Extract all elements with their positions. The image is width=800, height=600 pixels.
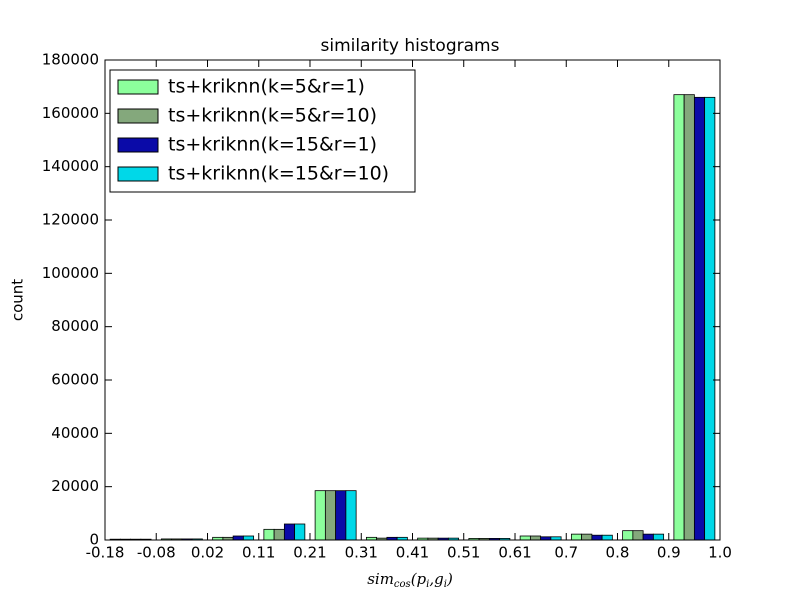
legend-label: ts+kriknn(k=15&r=1) (168, 134, 377, 156)
y-tick-label: 0 (89, 531, 99, 549)
legend-label: ts+kriknn(k=5&r=1) (168, 76, 365, 98)
chart-title: similarity histograms (321, 36, 500, 56)
bar (529, 535, 542, 541)
legend-label: ts+kriknn(k=5&r=10) (168, 105, 377, 127)
y-tick-label: 80000 (51, 317, 99, 335)
y-axis-label: count (9, 279, 27, 321)
bar (232, 535, 244, 541)
legend-label: ts+kriknn(k=15&r=10) (168, 163, 389, 185)
bar (632, 530, 644, 541)
bar (622, 530, 634, 541)
x-tick-label: 0.11 (242, 544, 275, 562)
bar (570, 533, 583, 541)
x-tick-label: 0.61 (498, 544, 531, 562)
x-tick-label: -0.18 (86, 544, 125, 562)
bar (242, 535, 255, 541)
y-tick-label: 180000 (42, 51, 99, 69)
y-tick-label: 40000 (51, 424, 99, 442)
bar (263, 528, 275, 541)
bar (519, 535, 531, 541)
bar (704, 96, 716, 541)
bar (324, 490, 337, 541)
bar (294, 523, 306, 541)
bar (601, 534, 613, 541)
x-tick-label: 0.21 (293, 544, 326, 562)
bar (273, 528, 285, 541)
bar (345, 490, 357, 541)
x-tick-label: 0.9 (657, 544, 681, 562)
y-tick-label: 160000 (42, 104, 99, 122)
x-tick-label: 0.51 (447, 544, 480, 562)
y-tick-label: 20000 (51, 477, 99, 495)
x-tick-label: 0.31 (345, 544, 378, 562)
bar (591, 534, 603, 541)
bar (652, 533, 665, 541)
legend-swatch (117, 108, 159, 124)
x-axis-label: simcos(pi,gi) (367, 570, 453, 590)
bar (314, 490, 326, 541)
legend-swatch (117, 79, 159, 95)
bar (683, 94, 695, 541)
y-tick-label: 60000 (51, 371, 99, 389)
x-tick-label: 1.0 (708, 544, 732, 562)
x-tick-label: 0.8 (606, 544, 630, 562)
bar (335, 490, 347, 541)
x-tick-label: -0.08 (137, 544, 176, 562)
bar (283, 523, 296, 541)
legend-box (109, 69, 416, 193)
legend-swatch (117, 166, 159, 182)
x-tick-label: 0.02 (191, 544, 224, 562)
legend-swatch (117, 137, 159, 153)
y-tick-label: 100000 (42, 264, 99, 282)
bar (642, 533, 654, 541)
y-tick-label: 140000 (42, 157, 99, 175)
x-tick-label: 0.7 (554, 544, 578, 562)
bar (581, 533, 593, 541)
bar (693, 96, 706, 541)
x-tick-label: 0.41 (396, 544, 429, 562)
bar (673, 94, 685, 541)
y-tick-label: 120000 (42, 211, 99, 229)
